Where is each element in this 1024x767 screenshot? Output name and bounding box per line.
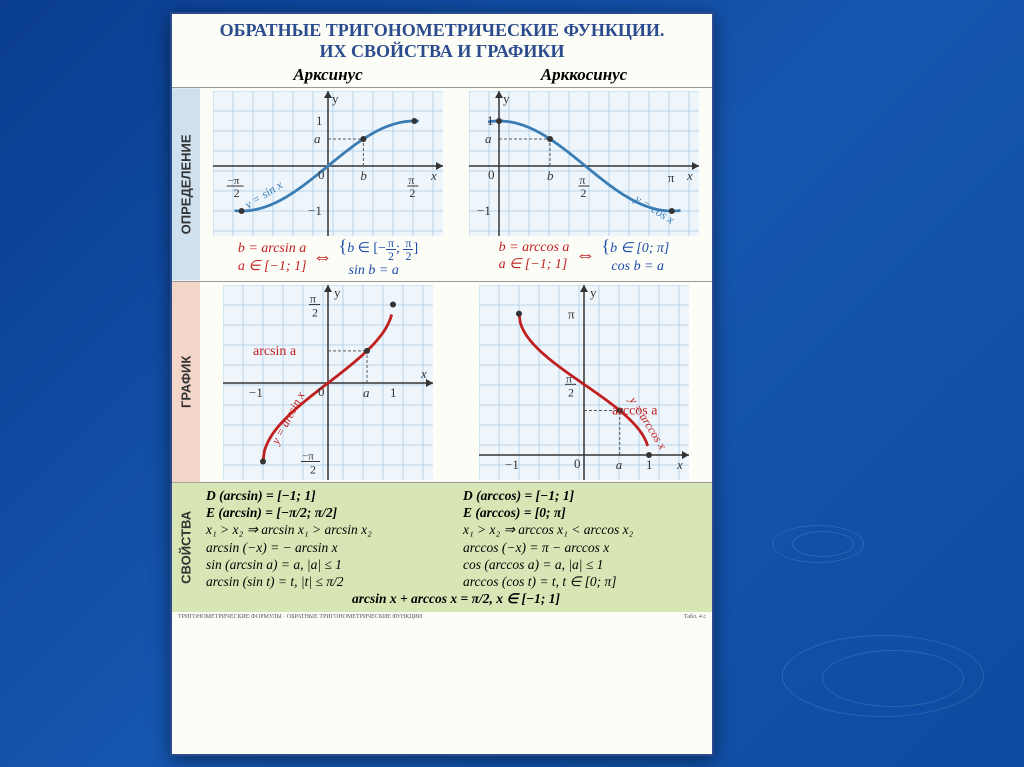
svg-text:1: 1 xyxy=(487,113,494,128)
poster-footer: ТРИГОНОМЕТРИЧЕСКИЕ ФОРМУЛЫ · ОБРАТНЫЕ ТР… xyxy=(172,612,712,622)
properties-block: D (arcsin) = [−1; 1]E (arcsin) = [−π/2; … xyxy=(172,483,712,612)
iff-icon: ⇔ xyxy=(575,244,595,267)
def-arccos-pane: yx1−1ab0ππ2y = cos x b = arccos a a ∈ [−… xyxy=(456,88,712,280)
svg-text:0: 0 xyxy=(574,456,581,471)
svg-text:π: π xyxy=(408,173,414,187)
svg-text:2: 2 xyxy=(409,186,415,200)
def-arccos-formulas: b = arccos a a ∈ [−1; 1] xyxy=(499,239,570,273)
svg-text:x: x xyxy=(420,366,427,381)
svg-text:π: π xyxy=(579,173,585,187)
props-arccos: D (arccos) = [−1; 1]E (arccos) = [0; π]x… xyxy=(463,487,706,591)
props-arcsin: D (arcsin) = [−1; 1]E (arcsin) = [−π/2; … xyxy=(206,487,449,591)
iff-icon: ⇔ xyxy=(313,246,333,269)
poster-title: ОБРАТНЫЕ ТРИГОНОМЕТРИЧЕСКИЕ ФУНКЦИИ. ИХ … xyxy=(172,14,712,63)
svg-text:π: π xyxy=(566,371,572,385)
svg-text:2: 2 xyxy=(568,385,574,399)
def-arcsin-pane: yx1−1ab0π2−π2y = sin x b = arcsin a a ∈ … xyxy=(200,88,456,280)
svg-text:y: y xyxy=(590,285,597,300)
svg-text:π: π xyxy=(568,306,575,321)
svg-text:1: 1 xyxy=(646,457,653,472)
svg-text:−1: −1 xyxy=(308,203,322,218)
header-arccos: Арккосинус xyxy=(456,63,712,87)
rowlabel-definition: ОПРЕДЕЛЕНИЕ xyxy=(172,88,200,280)
svg-text:π: π xyxy=(310,291,316,305)
svg-text:b: b xyxy=(360,168,367,183)
svg-text:y: y xyxy=(334,285,341,300)
svg-text:x: x xyxy=(686,168,693,183)
svg-text:y: y xyxy=(332,91,339,106)
svg-text:−π: −π xyxy=(302,450,314,462)
column-headers: Арксинус Арккосинус xyxy=(172,63,712,87)
graph-arccos-pane: yx01−1aππ2arccos ay = arccos x xyxy=(456,282,712,482)
svg-text:arcsin a: arcsin a xyxy=(253,344,297,359)
title-line1: ОБРАТНЫЕ ТРИГОНОМЕТРИЧЕСКИЕ ФУНКЦИИ. xyxy=(176,20,708,41)
header-arcsin: Арксинус xyxy=(200,63,456,87)
svg-text:2: 2 xyxy=(234,186,240,200)
def-arcsin-right: {b ∈ [−π2; π2] sin b = a xyxy=(339,236,419,278)
svg-text:b: b xyxy=(547,168,554,183)
svg-text:0: 0 xyxy=(318,167,325,182)
svg-text:a: a xyxy=(485,131,492,146)
svg-text:0: 0 xyxy=(488,167,495,182)
row-graph: ГРАФИК yx01−1aπ2−π2arcsin ay = arcsin x … xyxy=(172,281,712,482)
svg-text:2: 2 xyxy=(312,305,318,319)
chart-arccos: yx01−1aππ2arccos ay = arccos x xyxy=(479,285,689,480)
svg-text:−1: −1 xyxy=(249,385,263,400)
row-properties: СВОЙСТВА D (arcsin) = [−1; 1]E (arcsin) … xyxy=(172,482,712,612)
title-line2: ИХ СВОЙСТВА И ГРАФИКИ xyxy=(176,41,708,62)
svg-text:x: x xyxy=(676,457,683,472)
footer-right: Табл. 4 с xyxy=(684,614,706,620)
slide-background: ОБРАТНЫЕ ТРИГОНОМЕТРИЧЕСКИЕ ФУНКЦИИ. ИХ … xyxy=(0,0,1024,767)
svg-text:y: y xyxy=(503,91,510,106)
svg-text:1: 1 xyxy=(316,113,323,128)
def-arccos-right: {b ∈ [0; π] cos b = a xyxy=(601,236,669,275)
svg-text:−1: −1 xyxy=(477,203,491,218)
svg-text:a: a xyxy=(616,457,623,472)
def-arcsin-formulas: b = arcsin a a ∈ [−1; 1] xyxy=(238,240,307,274)
svg-text:2: 2 xyxy=(580,186,586,200)
footer-left: ТРИГОНОМЕТРИЧЕСКИЕ ФОРМУЛЫ · ОБРАТНЫЕ ТР… xyxy=(178,614,422,620)
svg-text:1: 1 xyxy=(390,385,397,400)
svg-text:−1: −1 xyxy=(505,457,519,472)
chart-arcsin: yx01−1aπ2−π2arcsin ay = arcsin x xyxy=(223,285,433,480)
rowlabel-graph: ГРАФИК xyxy=(172,282,200,482)
svg-text:a: a xyxy=(314,131,321,146)
chart-cos: yx1−1ab0ππ2y = cos x xyxy=(469,91,699,236)
svg-text:a: a xyxy=(363,385,370,400)
svg-text:x: x xyxy=(430,168,437,183)
prop-sum: arcsin x + arccos x = π/2, x ∈ [−1; 1] xyxy=(206,590,706,607)
chart-sin: yx1−1ab0π2−π2y = sin x xyxy=(213,91,443,236)
svg-text:π: π xyxy=(668,170,675,185)
svg-text:0: 0 xyxy=(318,384,325,399)
poster: ОБРАТНЫЕ ТРИГОНОМЕТРИЧЕСКИЕ ФУНКЦИИ. ИХ … xyxy=(170,12,714,756)
svg-text:2: 2 xyxy=(310,462,316,476)
rowlabel-properties: СВОЙСТВА xyxy=(172,483,200,612)
graph-arcsin-pane: yx01−1aπ2−π2arcsin ay = arcsin x xyxy=(200,282,456,482)
row-definition: ОПРЕДЕЛЕНИЕ yx1−1ab0π2−π2y = sin x b = a… xyxy=(172,87,712,280)
